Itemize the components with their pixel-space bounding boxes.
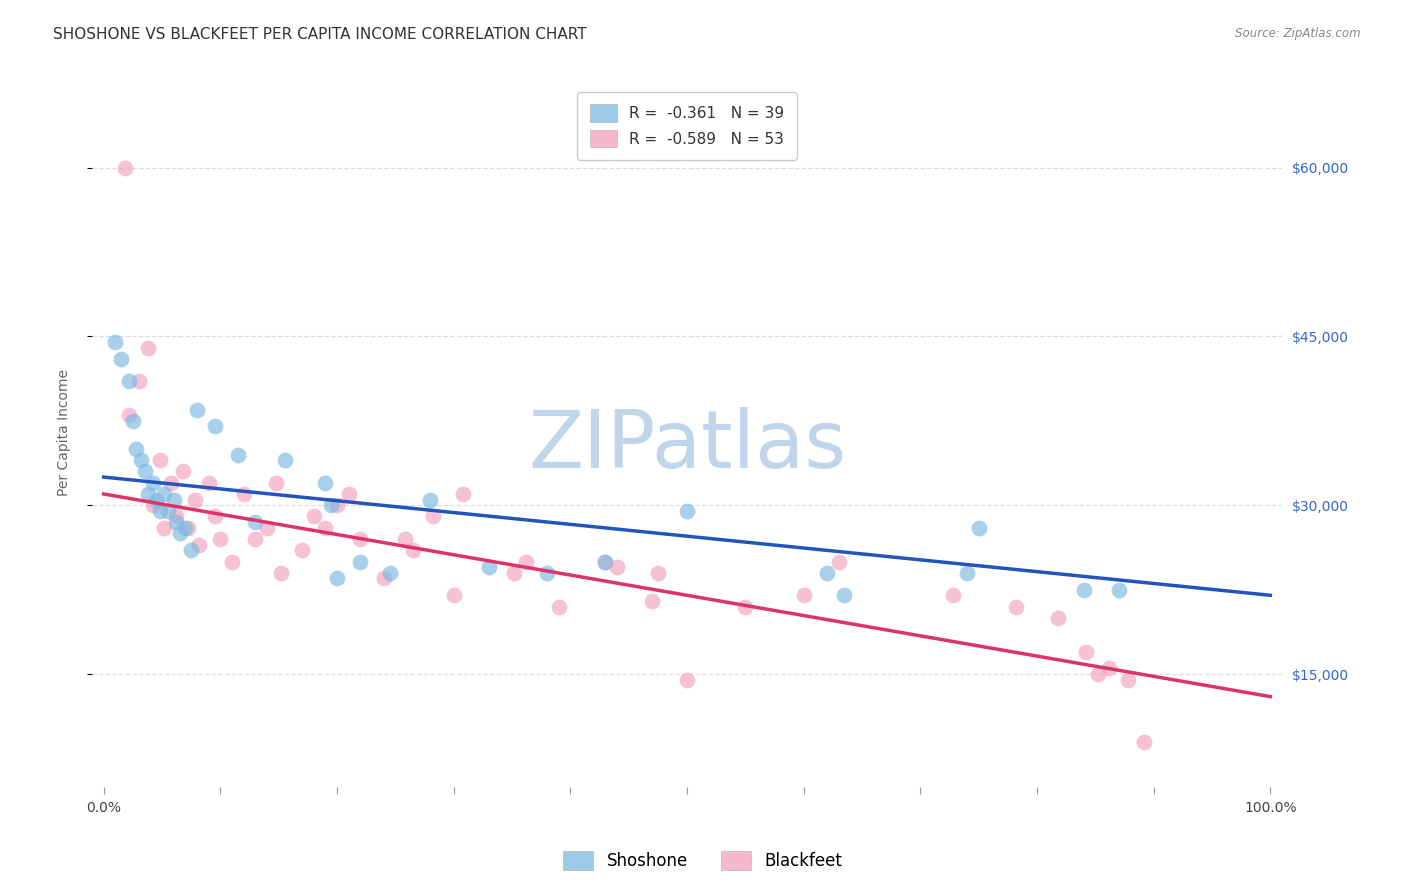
Point — [478, 560, 501, 574]
Point — [1087, 667, 1109, 681]
Point — [221, 555, 243, 569]
Point — [422, 509, 444, 524]
Text: Source: ZipAtlas.com: Source: ZipAtlas.com — [1236, 27, 1361, 40]
Point — [266, 475, 288, 490]
Point — [956, 566, 979, 580]
Point — [118, 375, 141, 389]
Point — [169, 526, 191, 541]
Point — [676, 673, 699, 687]
Point — [394, 532, 416, 546]
Point — [136, 341, 159, 355]
Point — [142, 475, 165, 490]
Point — [180, 543, 202, 558]
Point — [503, 566, 526, 580]
Point — [174, 521, 197, 535]
Point — [321, 498, 343, 512]
Point — [606, 560, 628, 574]
Point — [942, 588, 965, 602]
Point — [793, 588, 815, 602]
Point — [326, 498, 349, 512]
Point — [114, 161, 136, 175]
Point — [273, 453, 295, 467]
Text: SHOSHONE VS BLACKFEET PER CAPITA INCOME CORRELATION CHART: SHOSHONE VS BLACKFEET PER CAPITA INCOME … — [53, 27, 588, 42]
Point — [1074, 644, 1097, 658]
Point — [349, 532, 371, 546]
Point — [827, 555, 849, 569]
Point — [121, 414, 143, 428]
Point — [1046, 611, 1069, 625]
Point — [209, 532, 232, 546]
Point — [149, 453, 172, 467]
Point — [129, 453, 152, 467]
Point — [641, 594, 664, 608]
Point — [1108, 582, 1130, 597]
Point — [104, 334, 127, 349]
Point — [183, 492, 205, 507]
Point — [1073, 582, 1095, 597]
Point — [373, 571, 395, 585]
Point — [128, 375, 150, 389]
Point — [125, 442, 148, 456]
Point — [186, 402, 208, 417]
Point — [165, 515, 187, 529]
Point — [676, 504, 699, 518]
Point — [547, 599, 569, 614]
Point — [1116, 673, 1139, 687]
Point — [110, 351, 132, 366]
Point — [134, 465, 156, 479]
Point — [595, 555, 617, 569]
Point — [153, 521, 176, 535]
Point — [188, 538, 211, 552]
Point — [515, 555, 537, 569]
Point — [153, 487, 176, 501]
Point — [1133, 734, 1156, 748]
Point — [232, 487, 254, 501]
Point — [160, 475, 183, 490]
Point — [378, 566, 401, 580]
Point — [270, 566, 292, 580]
Point — [1005, 599, 1028, 614]
Point — [172, 465, 194, 479]
Point — [967, 521, 990, 535]
Point — [149, 504, 172, 518]
Point — [326, 571, 349, 585]
Point — [815, 566, 838, 580]
Point — [197, 475, 219, 490]
Point — [245, 515, 267, 529]
Point — [734, 599, 756, 614]
Legend: R =  -0.361   N = 39, R =  -0.589   N = 53: R = -0.361 N = 39, R = -0.589 N = 53 — [578, 92, 797, 160]
Point — [204, 419, 226, 434]
Legend: Shoshone, Blackfeet: Shoshone, Blackfeet — [557, 844, 849, 877]
Point — [419, 492, 441, 507]
Point — [136, 487, 159, 501]
Point — [451, 487, 474, 501]
Point — [314, 521, 336, 535]
Point — [163, 492, 186, 507]
Point — [314, 475, 336, 490]
Point — [302, 509, 325, 524]
Point — [1098, 661, 1121, 675]
Point — [165, 509, 187, 524]
Point — [443, 588, 465, 602]
Point — [834, 588, 856, 602]
Point — [291, 543, 314, 558]
Point — [402, 543, 425, 558]
Point — [156, 504, 179, 518]
Point — [204, 509, 226, 524]
Point — [142, 498, 165, 512]
Y-axis label: Per Capita Income: Per Capita Income — [58, 368, 72, 496]
Point — [349, 555, 371, 569]
Text: ZIPatlas: ZIPatlas — [527, 408, 846, 485]
Point — [245, 532, 267, 546]
Point — [226, 448, 249, 462]
Point — [337, 487, 360, 501]
Point — [595, 555, 617, 569]
Point — [176, 521, 198, 535]
Point — [536, 566, 558, 580]
Point — [118, 408, 141, 422]
Point — [145, 492, 167, 507]
Point — [647, 566, 669, 580]
Point — [256, 521, 278, 535]
